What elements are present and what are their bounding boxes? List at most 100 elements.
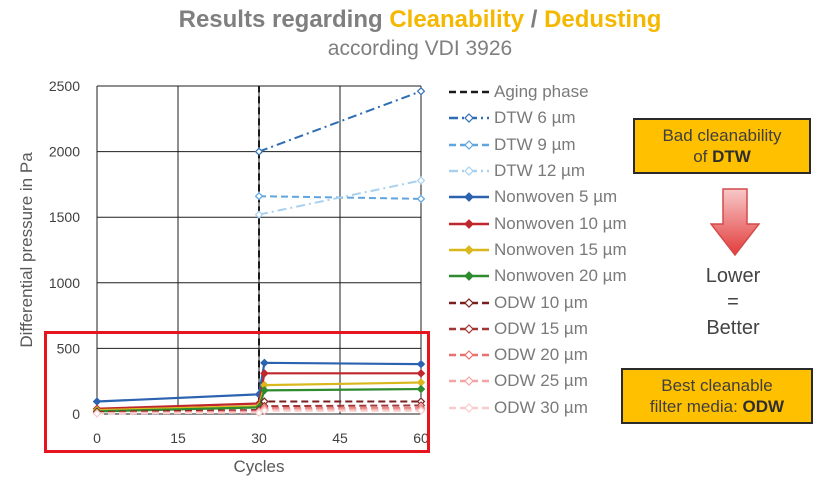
legend-item-nonwoven-10-m: Nonwoven 10 µm [448,210,627,236]
down-arrow-icon [710,188,760,256]
chart-legend: Aging phase DTW 6 µm DTW 9 µm DTW 12 µm Nonw… [448,79,627,421]
best-cleanable-prefix: filter media: [649,397,743,416]
series-dtw-6-m-marker [416,86,426,96]
legend-item-dtw-12-m: DTW 12 µm [448,158,627,184]
best-cleanable-callout: Best cleanable filter media: ODW [621,368,813,424]
legend-label: ODW 15 µm [494,318,588,338]
y-tick-label: 2500 [49,78,80,94]
series-dtw-12-m [254,176,426,219]
x-tick-label: 15 [170,430,186,446]
lower-text: Lower [705,265,761,287]
legend-swatch [449,139,489,150]
legend-swatch [449,297,489,308]
legend-item-odw-20-m: ODW 20 µm [448,342,627,368]
legend-label: ODW 25 µm [494,371,588,391]
series-dtw-12-m-marker [416,176,426,185]
y-axis-label: Differential pressure in Pa [17,152,36,348]
bad-cleanability-prefix: of [693,147,713,166]
series-nonwoven-5-m-marker [416,359,426,369]
series-line-nonwoven-10-m [96,372,421,410]
legend-swatch [449,350,489,360]
legend-swatch [449,113,489,124]
legend-swatch [449,402,489,413]
series-dtw-9-m-marker [416,194,426,204]
legend-item-nonwoven-5-m: Nonwoven 5 µm [448,184,627,210]
legend-swatch [449,90,489,94]
series-line-odw-30-m [96,409,421,415]
legend-label: ODW 30 µm [494,397,588,417]
equals-text: = [727,291,739,313]
x-tick-label: 30 [251,430,267,446]
legend-item-dtw-6-m: DTW 6 µm [448,105,627,131]
series-dtw-12-m-marker [254,210,264,219]
legend-label: Aging phase [494,82,589,102]
best-cleanable-bold: ODW [742,397,785,416]
series-line-nonwoven-5-m [96,361,422,403]
legend-swatch [449,192,489,203]
chart-subtitle: according VDI 3926 [327,37,513,60]
bad-cleanability-line2: of DTW [635,146,809,167]
series-nonwoven-10-m-marker [260,369,269,378]
x-axis-label: Cycles [233,457,284,476]
series-nonwoven-20-m-marker [416,384,426,394]
y-tick-label: 500 [57,340,81,356]
title-part1: Results regarding [178,6,390,33]
x-tick-label: 0 [93,430,101,446]
chart-title: Results regarding Cleanability / Dedusti… [0,6,840,34]
legend-swatch [449,271,489,282]
series-line-dtw-12-m [258,179,422,216]
title-highlight-cleanability: Cleanability [389,6,525,33]
legend-item-odw-15-m: ODW 15 µm [448,316,627,342]
legend-item-nonwoven-15-m: Nonwoven 15 µm [448,237,627,263]
legend-label: Nonwoven 5 µm [494,187,618,207]
legend-item-odw-25-m: ODW 25 µm [448,368,627,394]
y-tick-label: 1000 [49,275,80,291]
legend-label: Nonwoven 10 µm [494,213,627,233]
legend-item-dtw-9-m: DTW 9 µm [448,132,627,158]
legend-item-nonwoven-20-m: Nonwoven 20 µm [448,263,627,289]
series-odw-30-m [92,406,426,418]
x-tick-label: 60 [413,430,429,446]
series-nonwoven-10-m-marker [416,369,426,378]
best-cleanable-line1: Best cleanable [661,376,773,395]
bad-cleanability-callout: Bad cleanability of DTW [633,118,811,174]
series-odw-30-m-marker [92,409,102,418]
legend-label: DTW 9 µm [494,134,576,154]
title-highlight-dedusting: Dedusting [544,6,662,33]
series-line-nonwoven-20-m [96,387,422,413]
legend-swatch [449,323,489,334]
legend-swatch [449,245,489,255]
better-text: Better [706,317,760,339]
legend-swatch [449,376,489,387]
legend-label: Nonwoven 20 µm [494,266,627,286]
series-odw-30-m-marker [260,406,269,415]
chart-ticks: 0 500 1000 1500 2000 2500 0 15 30 45 60 [49,78,429,446]
chart-series [92,86,426,418]
x-tick-label: 45 [332,430,348,446]
legend-label: ODW 20 µm [494,345,588,365]
series-odw-30-m-marker [416,406,426,415]
series-dtw-9-m-marker [254,191,264,201]
title-separator: / [524,6,545,33]
legend-label: ODW 10 µm [494,292,588,312]
legend-label: DTW 12 µm [494,161,586,181]
legend-label: DTW 6 µm [494,108,576,128]
legend-item-odw-30-m: ODW 30 µm [448,395,627,421]
legend-item-aging-phase: Aging phase [448,79,627,105]
best-cleanable-line2: filter media: ODW [623,396,811,417]
series-dtw-6-m [254,86,426,156]
highlight-box [44,331,430,453]
y-tick-label: 1500 [49,209,80,225]
bad-cleanability-line1: Bad cleanability [662,126,782,145]
series-nonwoven-5-m-marker [260,358,269,368]
legend-item-odw-10-m: ODW 10 µm [448,289,627,315]
y-tick-label: 0 [72,406,80,422]
legend-swatch [449,218,489,229]
lower-better-text: Lower = Better [690,263,776,341]
series-nonwoven-20-m-marker [260,386,269,395]
y-tick-label: 2000 [49,144,80,160]
series-dtw-6-m-marker [254,147,264,156]
legend-label: Nonwoven 15 µm [494,239,627,259]
bad-cleanability-bold: DTW [712,147,751,166]
